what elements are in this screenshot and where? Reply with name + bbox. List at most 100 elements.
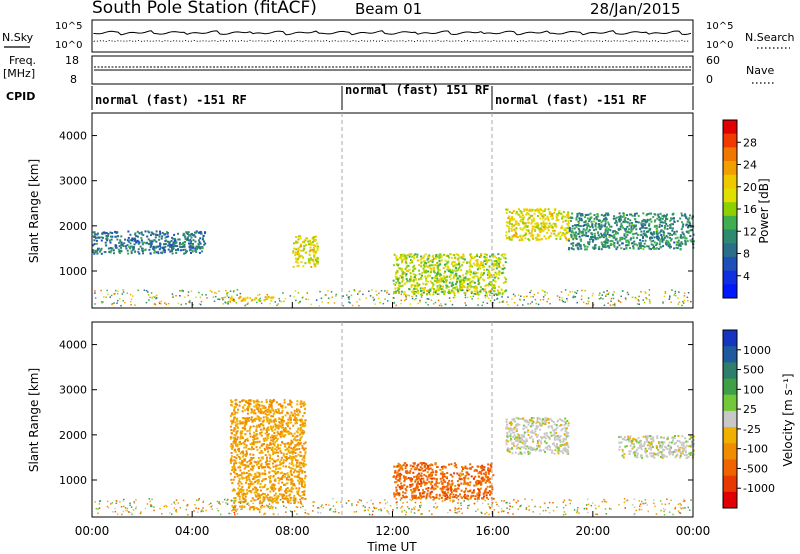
data-cell — [669, 219, 672, 222]
data-cell — [568, 226, 571, 229]
data-cell — [249, 435, 252, 438]
data-cell — [572, 244, 575, 247]
data-cell — [97, 232, 99, 235]
data-cell — [615, 231, 618, 233]
data-cell — [409, 303, 412, 305]
data-cell — [141, 247, 143, 250]
data-cell — [663, 214, 666, 217]
data-cell — [477, 283, 480, 286]
data-cell — [421, 492, 424, 495]
data-cell — [271, 488, 274, 491]
data-cell — [178, 243, 181, 246]
data-cell — [523, 234, 526, 237]
data-cell — [522, 235, 525, 238]
data-cell — [159, 244, 161, 247]
data-cell — [403, 484, 406, 487]
data-cell — [114, 235, 117, 238]
data-cell — [242, 493, 245, 496]
data-cell — [598, 223, 601, 226]
data-cell — [172, 241, 175, 244]
data-cell — [167, 235, 170, 238]
data-cell — [137, 289, 139, 292]
data-cell — [227, 291, 229, 294]
data-cell — [297, 474, 299, 477]
data-cell — [424, 469, 427, 472]
data-cell — [280, 405, 282, 408]
data-cell — [428, 495, 431, 498]
data-cell — [453, 495, 456, 498]
data-cell — [561, 216, 564, 219]
data-cell — [302, 404, 305, 407]
data-cell — [436, 466, 438, 469]
data-cell — [230, 457, 233, 460]
data-cell — [295, 299, 297, 302]
data-cell — [236, 438, 239, 441]
data-cell — [564, 232, 567, 235]
data-cell — [290, 450, 293, 453]
data-cell — [426, 298, 429, 300]
data-cell — [547, 217, 550, 220]
data-cell — [101, 232, 104, 235]
data-cell — [154, 302, 156, 305]
data-cell — [236, 423, 239, 426]
data-cell — [416, 259, 419, 262]
data-cell — [93, 239, 96, 242]
data-cell — [187, 231, 190, 234]
data-cell — [658, 223, 661, 226]
data-cell — [141, 243, 144, 246]
data-cell — [239, 452, 242, 455]
data-cell — [505, 231, 508, 234]
data-cell — [682, 300, 684, 303]
data-cell — [289, 427, 291, 430]
data-cell — [425, 475, 428, 478]
data-cell — [246, 452, 248, 455]
data-cell — [613, 303, 616, 305]
data-cell — [236, 289, 239, 291]
data-cell — [236, 430, 239, 433]
data-cell — [290, 439, 293, 442]
data-cell — [392, 292, 395, 295]
data-cell — [150, 239, 153, 242]
data-cell — [567, 211, 570, 214]
data-cell — [598, 248, 601, 251]
data-cell — [201, 294, 203, 296]
data-cell — [542, 296, 545, 298]
data-cell — [510, 219, 513, 222]
data-cell — [650, 248, 652, 251]
data-cell — [333, 302, 336, 304]
data-cell — [435, 496, 438, 499]
data-cell — [455, 466, 458, 469]
data-cell — [657, 235, 660, 238]
data-cell — [398, 290, 401, 293]
data-cell — [281, 430, 284, 433]
ytick-label: 2000 — [59, 220, 87, 233]
data-cell — [414, 292, 417, 295]
data-cell — [92, 251, 94, 254]
data-cell — [198, 251, 201, 254]
data-cell — [255, 418, 258, 421]
data-cell — [664, 236, 667, 239]
data-cell — [284, 297, 287, 300]
data-cell — [164, 236, 167, 239]
data-cell — [625, 236, 628, 239]
data-cell — [681, 214, 684, 217]
data-cell — [137, 248, 140, 251]
data-cell — [227, 303, 229, 305]
data-cell — [422, 488, 424, 491]
data-cell — [290, 405, 293, 408]
data-cell — [293, 247, 296, 250]
data-cell — [273, 438, 276, 441]
data-cell — [299, 454, 302, 457]
data-cell — [298, 465, 301, 468]
data-cell — [342, 305, 345, 307]
data-cell — [670, 223, 673, 226]
data-cell — [188, 246, 191, 249]
data-cell — [558, 296, 561, 299]
data-cell — [493, 299, 496, 301]
data-cell — [270, 480, 272, 483]
data-cell — [166, 231, 169, 234]
data-cell — [257, 460, 260, 463]
data-cell — [247, 474, 250, 477]
data-cell — [524, 208, 527, 211]
